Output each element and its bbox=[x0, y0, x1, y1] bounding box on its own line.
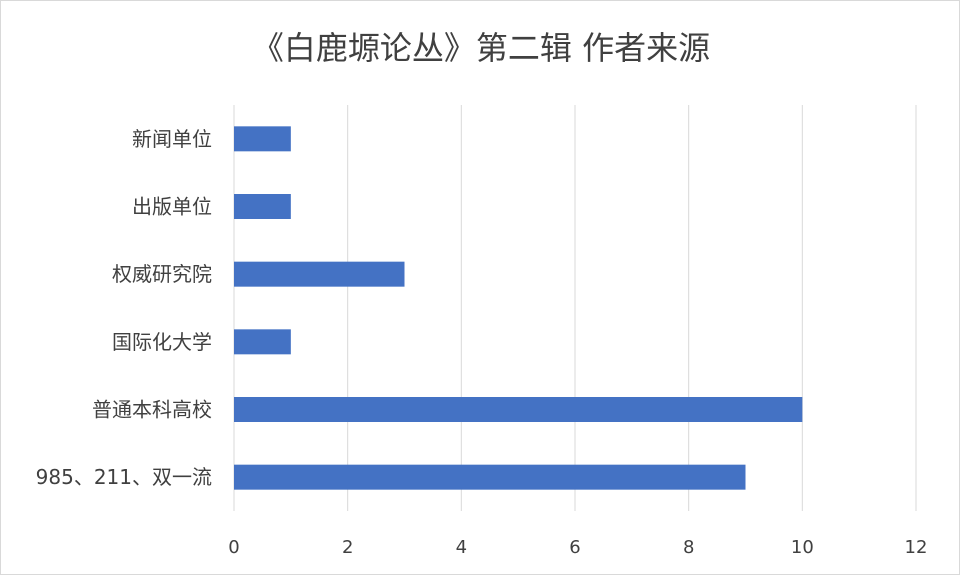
x-tick-label: 12 bbox=[905, 537, 928, 558]
category-label: 普通本科高校 bbox=[92, 398, 212, 422]
chart-title: 《白鹿塬论丛》第二辑 作者来源 bbox=[252, 29, 710, 67]
category-labels: 985、211、双一流 普通本科高校 国际化大学 权威研究院 出版单位 新闻单位 bbox=[36, 127, 212, 489]
bar bbox=[234, 126, 291, 152]
category-label: 出版单位 bbox=[132, 195, 212, 219]
bar bbox=[234, 397, 803, 422]
x-tick-label: 8 bbox=[683, 537, 694, 558]
bar bbox=[234, 194, 291, 219]
bar bbox=[234, 329, 291, 355]
x-tick-label: 0 bbox=[228, 537, 239, 558]
x-tick-label: 6 bbox=[569, 537, 580, 558]
x-tick-labels: 0 2 4 6 8 10 12 bbox=[228, 537, 927, 558]
x-tick-label: 10 bbox=[791, 537, 814, 558]
x-tick-label: 4 bbox=[456, 537, 467, 558]
grid-lines bbox=[233, 105, 917, 511]
bar bbox=[234, 464, 746, 490]
x-tick-label: 2 bbox=[342, 537, 353, 558]
category-label: 国际化大学 bbox=[112, 330, 212, 354]
category-label: 权威研究院 bbox=[112, 262, 212, 286]
bar bbox=[234, 261, 405, 287]
category-label: 新闻单位 bbox=[132, 127, 212, 151]
category-label: 985、211、双一流 bbox=[36, 465, 212, 489]
bars bbox=[234, 126, 803, 490]
